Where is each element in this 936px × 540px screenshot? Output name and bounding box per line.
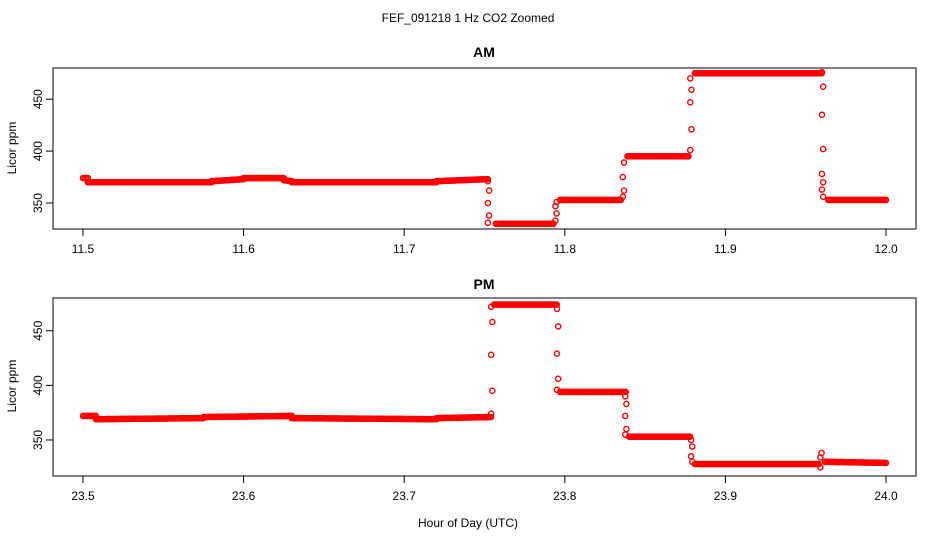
data-point [484, 199, 492, 207]
data-point [620, 187, 628, 194]
y-tick-label: 450 [31, 320, 45, 340]
data-point [817, 454, 824, 461]
y-tick-label: 400 [31, 375, 45, 395]
y-tick-label: 450 [31, 89, 45, 109]
data-point [688, 86, 695, 94]
x-tick-label: 23.9 [714, 489, 738, 503]
data-point [818, 186, 826, 193]
panel-title-am: AM [473, 44, 495, 60]
data-point [688, 458, 696, 466]
data-point [484, 177, 492, 185]
data-point [687, 436, 695, 444]
data-point [553, 305, 561, 313]
ylabel-pm: Licor ppm [5, 360, 19, 413]
data-point [622, 388, 630, 396]
x-tick-label: 12.0 [874, 242, 898, 256]
figure-title: FEF_091218 1 Hz CO2 Zoomed [382, 11, 555, 25]
x-tick-label: 11.6 [232, 242, 255, 256]
data-point [620, 159, 628, 166]
x-tick-label: 23.5 [71, 489, 95, 503]
data-point [553, 350, 561, 357]
data-point [489, 318, 496, 326]
axes-am: 11.5 11.6 11.7 11.8 11.9 12.0 350 400 450 [31, 89, 898, 256]
data-point [552, 202, 559, 210]
data-point [819, 178, 827, 186]
data-point [819, 193, 827, 201]
data-point [685, 152, 692, 160]
data-point [487, 303, 495, 311]
data-point [817, 463, 824, 471]
data-point [819, 83, 827, 90]
panel-am: AM Licor ppm 11.5 11.6 11.7 11.8 11.9 12.0 350… [5, 44, 917, 256]
x-tick-label: 23.6 [232, 489, 256, 503]
data-point [485, 212, 493, 219]
x-tick-label: 23.8 [553, 489, 577, 503]
plot-frame-am [52, 67, 917, 230]
data-point [686, 75, 694, 82]
data-point [619, 173, 627, 181]
y-tick-label: 350 [31, 193, 45, 213]
axes-pm: 23.5 23.6 23.7 23.8 23.9 24.0 350 400 450 [31, 320, 898, 503]
data-point [554, 323, 562, 330]
x-tick-label: 11.9 [714, 242, 737, 256]
data-point [818, 111, 826, 119]
data-point [623, 425, 630, 433]
data-point [623, 400, 630, 408]
data-point [487, 410, 495, 418]
data-point [815, 460, 822, 468]
panel-pm: PM Licor ppm 23.5 23.6 23.7 23.8 23.9 24.0 350… [5, 276, 917, 503]
data-point [687, 453, 695, 460]
data-point [553, 198, 560, 206]
data-point [489, 387, 496, 395]
x-tick-label: 11.7 [393, 242, 416, 256]
data-point [686, 433, 694, 440]
data-point [688, 443, 696, 450]
panel-title-pm: PM [474, 276, 495, 292]
series-am [79, 68, 890, 228]
data-point [882, 196, 890, 204]
data-point [686, 98, 694, 106]
x-tick-label: 23.7 [393, 489, 417, 503]
y-tick-label: 400 [31, 141, 45, 161]
data-point [552, 217, 559, 224]
data-point [819, 145, 827, 153]
data-point [621, 392, 629, 400]
data-point [487, 351, 495, 359]
data-point [484, 219, 492, 227]
data-point [818, 68, 826, 76]
x-tick-label: 24.0 [874, 489, 898, 503]
ylabel-am: Licor ppm [5, 122, 19, 175]
plot-frame-pm [52, 297, 917, 477]
data-point [487, 413, 495, 421]
data-point [553, 386, 561, 394]
x-tick-label: 11.5 [72, 242, 95, 256]
data-point [621, 431, 629, 438]
data-point [621, 412, 629, 420]
data-point [818, 170, 826, 178]
data-point [688, 125, 695, 133]
data-point [882, 459, 890, 467]
y-tick-label: 350 [31, 430, 45, 450]
data-point [619, 193, 627, 201]
x-axis-label: Hour of Day (UTC) [418, 516, 518, 530]
data-point [553, 210, 560, 217]
x-tick-label: 11.8 [554, 242, 577, 256]
data-point [554, 375, 562, 383]
series-pm [79, 301, 890, 471]
data-point [686, 146, 694, 154]
data-point [553, 301, 561, 308]
data-point [485, 187, 493, 194]
